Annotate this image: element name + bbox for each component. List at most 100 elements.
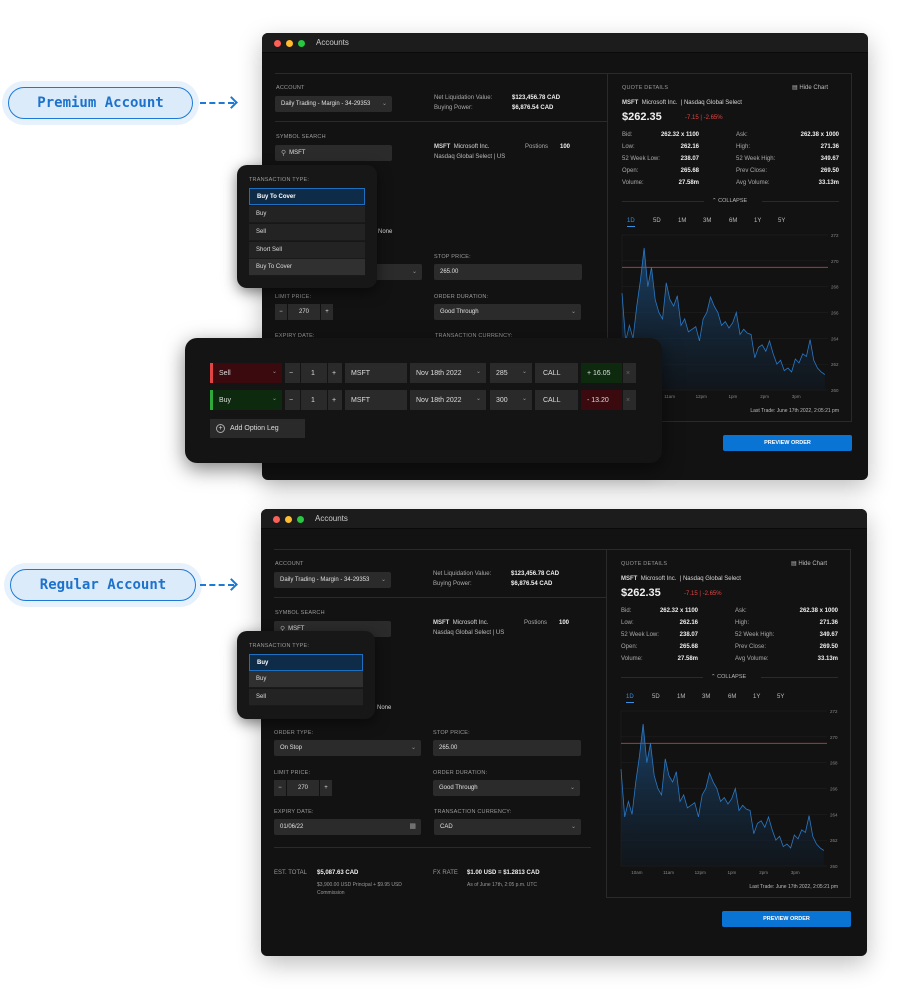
transaction-type-select[interactable]: Buy To Cover [249,188,365,205]
increment-button[interactable]: + [320,780,332,796]
timeframe-tab-6m[interactable]: 6M [729,218,738,224]
fx-rate-timestamp: As of June 17th, 2:05 p.m. UTC [467,882,538,888]
y-tick-label: 270 [831,259,839,264]
leg-side-select[interactable]: Sell ⌄ [210,363,282,383]
decrement-button[interactable]: − [275,304,287,320]
stat-value: 349.67 [819,632,838,638]
leg-type-select[interactable]: CALL [535,363,578,383]
close-window-button[interactable] [274,40,281,47]
increment-button[interactable]: + [321,304,333,320]
maximize-window-button[interactable] [298,40,305,47]
account-select[interactable]: Daily Trading - Margin - 34-29353 ⌄ [274,572,391,588]
preview-order-button[interactable]: PREVIEW ORDER [722,911,851,927]
stop-price-input[interactable]: 265.00 [434,264,582,280]
hide-chart-button[interactable]: ▤ Hide Chart [792,84,828,91]
option-sell[interactable]: Sell [249,224,365,241]
collapse-button[interactable]: ⌃ COLLAPSE [712,198,748,204]
maximize-window-button[interactable] [297,516,304,523]
chevron-down-icon: ⌄ [475,369,481,375]
leg-strike-select[interactable]: 285 ⌄ [490,363,532,383]
chevron-down-icon: ⌄ [380,577,386,583]
leg-qty-increment[interactable]: + [328,363,342,383]
leg-symbol-input[interactable]: MSFT [345,363,407,383]
expiry-date-input[interactable]: 01/06/22 ▦ [274,819,421,835]
currency-label: TRANSACTION CURRENCY: [434,809,512,815]
regular-arrow [200,584,234,586]
quote-details-title: QUOTE DETAILS [621,561,668,567]
add-option-leg-button[interactable]: + Add Option Leg [210,419,305,438]
expiry-date-label: EXPIRY DATE: [275,333,315,339]
x-tick-label: 10am [631,870,643,875]
preview-order-button[interactable]: PREVIEW ORDER [723,435,852,451]
timeframe-tab-3m[interactable]: 3M [703,218,712,224]
expiry-date-label: EXPIRY DATE: [274,809,314,815]
leg-strike-select[interactable]: 300 ⌄ [490,390,532,410]
collapse-button[interactable]: ⌃ COLLAPSE [711,674,747,680]
stat-value: 238.07 [679,632,698,638]
timeframe-tab-1y[interactable]: 1Y [753,694,761,700]
order-type-select[interactable]: On Stop ⌄ [274,740,421,756]
symbol-search-input[interactable]: ⚲ MSFT [275,145,392,161]
option-sell[interactable]: Sell [249,689,363,706]
remove-leg-button[interactable]: × [623,390,636,410]
transaction-type-select[interactable]: Buy [249,654,363,671]
limit-price-stepper[interactable]: − 270 + [274,780,333,796]
order-duration-select[interactable]: Good Through ⌄ [433,780,580,796]
y-tick-label: 264 [830,812,838,817]
remove-leg-button[interactable]: × [623,363,636,383]
option-short-sell[interactable]: Short Sell [249,242,365,259]
chevron-down-icon: ⌄ [570,309,576,315]
timeframe-tab-1d[interactable]: 1D [627,218,635,227]
limit-price-stepper[interactable]: − 270 + [275,304,334,320]
timeframe-tab-5y[interactable]: 5Y [778,218,786,224]
leg-expiry-select[interactable]: Nov 18th 2022 ⌄ [410,363,486,383]
order-duration-select[interactable]: Good Through ⌄ [434,304,581,320]
price-area [622,247,825,390]
close-window-button[interactable] [273,516,280,523]
leg-type-select[interactable]: CALL [535,390,578,410]
stat-label: Volume: [621,656,643,662]
calendar-icon[interactable]: ▦ [409,823,416,830]
quote-symbol: MSFT Microsoft Inc. | Nasdaq Global Sele… [622,100,742,106]
timeframe-tab-3m[interactable]: 3M [702,694,711,700]
minimize-window-button[interactable] [286,40,293,47]
x-tick-label: 3pm [792,394,801,399]
timeframe-tab-6m[interactable]: 6M [728,694,737,700]
timeframe-tab-5d[interactable]: 5D [653,218,661,224]
leg-qty-value[interactable]: 1 [301,390,327,410]
limit-price-value[interactable]: 270 [287,780,319,796]
timeframe-tab-1m[interactable]: 1M [677,694,686,700]
y-tick-label: 272 [831,233,839,238]
leg-expiry-select[interactable]: Nov 18th 2022 ⌄ [410,390,486,410]
account-select[interactable]: Daily Trading - Margin - 34-29353 ⌄ [275,96,392,112]
timeframe-tab-5y[interactable]: 5Y [777,694,785,700]
option-buy-to-cover[interactable]: Buy To Cover [249,259,365,276]
minimize-window-button[interactable] [285,516,292,523]
stop-price-input[interactable]: 265.00 [433,740,581,756]
timeframe-tab-1d[interactable]: 1D [626,694,634,703]
leg-symbol-input[interactable]: MSFT [345,390,407,410]
option-buy[interactable]: Buy [249,206,365,223]
leg-qty-decrement[interactable]: − [285,363,300,383]
stat-label: Prev Close: [735,644,767,650]
decrement-button[interactable]: − [274,780,286,796]
timeframe-tab-1y[interactable]: 1Y [754,218,762,224]
timeframe-tab-1m[interactable]: 1M [678,218,687,224]
plus-circle-icon: + [216,424,225,433]
hide-chart-button[interactable]: ▤ Hide Chart [791,560,827,567]
timeframe-tab-5d[interactable]: 5D [652,694,660,700]
currency-select[interactable]: CAD ⌄ [434,819,581,835]
chevron-down-icon: ⌄ [271,396,277,402]
leg-qty-increment[interactable]: + [328,390,342,410]
est-total-breakdown: $3,900.00 USD Principal + $9.95 USD [317,882,402,888]
symbol-info: MSFT Microsoft Inc. [433,620,488,626]
leg-expiry-value: Nov 18th 2022 [416,369,462,377]
leg-qty-value[interactable]: 1 [301,363,327,383]
stat-value: 262.38 x 1000 [799,608,838,614]
option-buy[interactable]: Buy [249,671,363,688]
leg-qty-decrement[interactable]: − [285,390,300,410]
limit-price-value[interactable]: 270 [288,304,320,320]
leg-side-select[interactable]: Buy ⌄ [210,390,282,410]
y-tick-label: 272 [830,709,838,714]
chevron-down-icon: ⌄ [411,269,417,275]
